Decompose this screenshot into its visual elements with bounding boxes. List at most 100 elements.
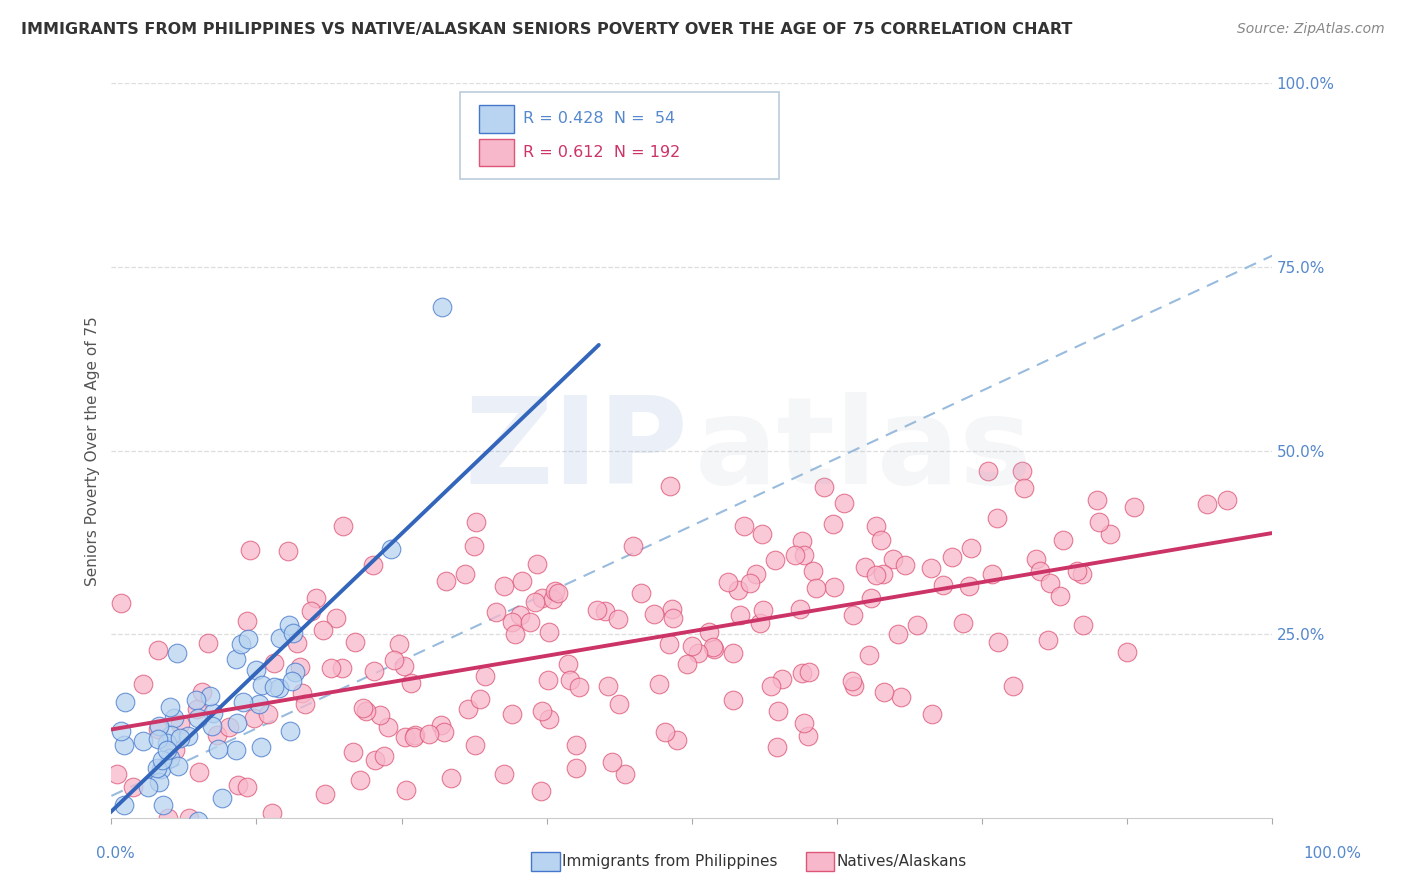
Point: [986, 511, 1008, 525]
Point: [790, 533, 813, 548]
Point: [290, 660, 312, 674]
Point: [110, 723, 132, 738]
Point: [112, 738, 135, 752]
Point: [565, 760, 588, 774]
Point: [1066, 564, 1088, 578]
Point: [870, 533, 893, 547]
Point: [364, 753, 387, 767]
Point: [977, 464, 1000, 478]
Point: [1049, 590, 1071, 604]
Point: [157, 811, 180, 825]
Point: [163, 711, 186, 725]
Point: [269, 681, 291, 695]
Point: [519, 615, 541, 630]
Point: [236, 632, 259, 647]
Point: [832, 496, 855, 510]
Text: Source: ZipAtlas.com: Source: ZipAtlas.com: [1237, 22, 1385, 37]
Point: [681, 639, 703, 653]
Point: [1116, 645, 1139, 659]
Point: [186, 702, 208, 716]
Point: [319, 661, 342, 675]
Point: [430, 718, 453, 732]
Point: [823, 580, 845, 594]
Point: [529, 784, 551, 798]
Point: [201, 706, 224, 721]
Point: [169, 716, 191, 731]
Point: [231, 637, 253, 651]
Point: [607, 612, 630, 626]
Point: [1039, 575, 1062, 590]
Text: R = 0.428  N =  54: R = 0.428 N = 54: [523, 112, 675, 126]
Point: [565, 738, 588, 752]
Point: [538, 712, 561, 726]
Point: [197, 636, 219, 650]
Point: [332, 518, 354, 533]
Point: [598, 679, 620, 693]
Point: [793, 549, 815, 563]
Point: [872, 567, 894, 582]
Point: [853, 560, 876, 574]
Point: [278, 724, 301, 739]
Point: [377, 720, 399, 734]
Point: [865, 567, 887, 582]
Point: [349, 773, 371, 788]
Point: [294, 697, 316, 711]
Point: [1052, 533, 1074, 548]
Point: [454, 567, 477, 582]
Point: [675, 657, 697, 671]
Point: [654, 724, 676, 739]
Point: [115, 825, 138, 839]
Point: [1028, 564, 1050, 578]
Point: [492, 767, 515, 781]
Point: [823, 516, 845, 531]
Point: [1025, 551, 1047, 566]
Point: [236, 780, 259, 795]
Point: [643, 607, 665, 622]
Text: 100.0%: 100.0%: [1303, 846, 1361, 861]
Point: [201, 719, 224, 733]
Point: [148, 643, 170, 657]
Point: [485, 605, 508, 619]
Point: [277, 544, 299, 558]
Point: [432, 724, 454, 739]
Point: [152, 798, 174, 813]
Point: [1122, 500, 1144, 514]
Bar: [479, 138, 515, 167]
Point: [263, 681, 285, 695]
Point: [858, 648, 880, 662]
Point: [547, 586, 569, 600]
Point: [363, 664, 385, 678]
Point: [492, 579, 515, 593]
Point: [501, 707, 523, 722]
Point: [105, 767, 128, 781]
Point: [260, 806, 283, 821]
Point: [474, 669, 496, 683]
Point: [748, 615, 770, 630]
Point: [543, 584, 565, 599]
Point: [110, 596, 132, 610]
Point: [721, 693, 744, 707]
Point: [434, 574, 457, 588]
Point: [702, 640, 724, 654]
Point: [503, 627, 526, 641]
Point: [931, 578, 953, 592]
Point: [813, 480, 835, 494]
Point: [299, 604, 322, 618]
FancyBboxPatch shape: [460, 92, 779, 179]
Point: [887, 626, 910, 640]
Point: [263, 657, 285, 671]
Point: [284, 665, 307, 679]
Point: [1085, 493, 1108, 508]
Point: [165, 743, 187, 757]
Point: [465, 515, 488, 529]
Point: [190, 684, 212, 698]
Point: [763, 553, 786, 567]
Point: [404, 730, 426, 744]
Point: [114, 822, 136, 837]
Y-axis label: Seniors Poverty Over the Age of 75: Seniors Poverty Over the Age of 75: [86, 316, 100, 585]
Point: [132, 677, 155, 691]
Point: [468, 692, 491, 706]
Point: [873, 684, 896, 698]
Text: Immigrants from Philippines: Immigrants from Philippines: [562, 855, 778, 869]
Point: [184, 692, 207, 706]
